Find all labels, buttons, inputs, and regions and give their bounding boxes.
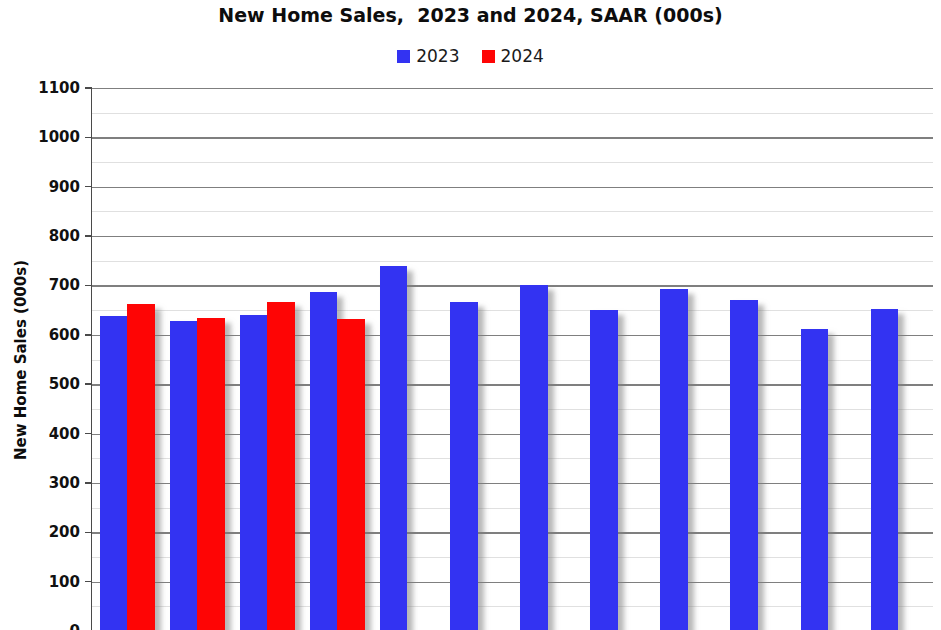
legend-label-2024: 2024: [501, 46, 544, 66]
y-axis-tick: [85, 285, 92, 287]
legend-swatch-2024-icon: [482, 50, 495, 63]
chart-canvas: New Home Sales, 2023 and 2024, SAAR (000…: [0, 0, 941, 630]
bar-2023-m2: [170, 321, 198, 630]
bar-2023-m3: [240, 315, 268, 630]
gridline-major-700: [92, 285, 933, 286]
y-tick-label: 1100: [20, 79, 80, 97]
gridline-minor-850: [92, 211, 933, 212]
bar-2023-m11: [801, 329, 829, 630]
legend-item-2024: 2024: [482, 46, 544, 66]
gridline-minor-650: [92, 310, 933, 311]
y-axis-tick: [85, 334, 92, 336]
y-tick-label: 600: [20, 326, 80, 344]
gridline-minor-950: [92, 162, 933, 163]
y-tick-label: 0: [20, 622, 80, 630]
y-tick-label: 1000: [20, 128, 80, 146]
bar-2023-m9: [660, 289, 688, 630]
y-tick-label: 400: [20, 425, 80, 443]
y-axis-tick: [85, 581, 92, 583]
gridline-major-1000: [92, 137, 933, 138]
y-tick-label: 700: [20, 276, 80, 294]
bar-2024-m4: [337, 319, 365, 630]
y-tick-label: 900: [20, 178, 80, 196]
y-axis-tick: [85, 383, 92, 385]
y-axis-tick: [85, 433, 92, 435]
y-axis-tick: [85, 482, 92, 484]
y-tick-label: 300: [20, 474, 80, 492]
y-tick-label: 500: [20, 375, 80, 393]
y-axis-tick: [85, 532, 92, 534]
bar-2023-m12: [871, 309, 899, 630]
bar-2024-m3: [267, 302, 295, 630]
bar-2023-m4: [310, 292, 338, 630]
chart-title: New Home Sales, 2023 and 2024, SAAR (000…: [0, 4, 941, 26]
gridline-major-800: [92, 236, 933, 237]
bar-2024-m2: [197, 318, 225, 630]
gridline-major-1100: [92, 88, 933, 89]
y-axis-tick: [85, 137, 92, 139]
bar-2023-m1: [100, 316, 128, 630]
y-axis-line: [91, 88, 93, 630]
bar-2023-m7: [520, 285, 548, 630]
legend-item-2023: 2023: [397, 46, 459, 66]
y-tick-label: 100: [20, 573, 80, 591]
bar-2023-m10: [730, 300, 758, 630]
legend-label-2023: 2023: [416, 46, 459, 66]
gridline-major-900: [92, 187, 933, 188]
y-axis-tick: [85, 87, 92, 89]
gridline-minor-1050: [92, 113, 933, 114]
legend: 2023 2024: [0, 46, 941, 66]
y-axis-tick: [85, 235, 92, 237]
bar-2023-m6: [450, 302, 478, 630]
y-tick-label: 200: [20, 523, 80, 541]
bar-2024-m1: [127, 304, 155, 630]
legend-swatch-2023-icon: [397, 50, 410, 63]
bar-2023-m5: [380, 266, 408, 630]
y-tick-label: 800: [20, 227, 80, 245]
bar-2023-m8: [590, 310, 618, 630]
gridline-minor-750: [92, 261, 933, 262]
y-axis-tick: [85, 186, 92, 188]
